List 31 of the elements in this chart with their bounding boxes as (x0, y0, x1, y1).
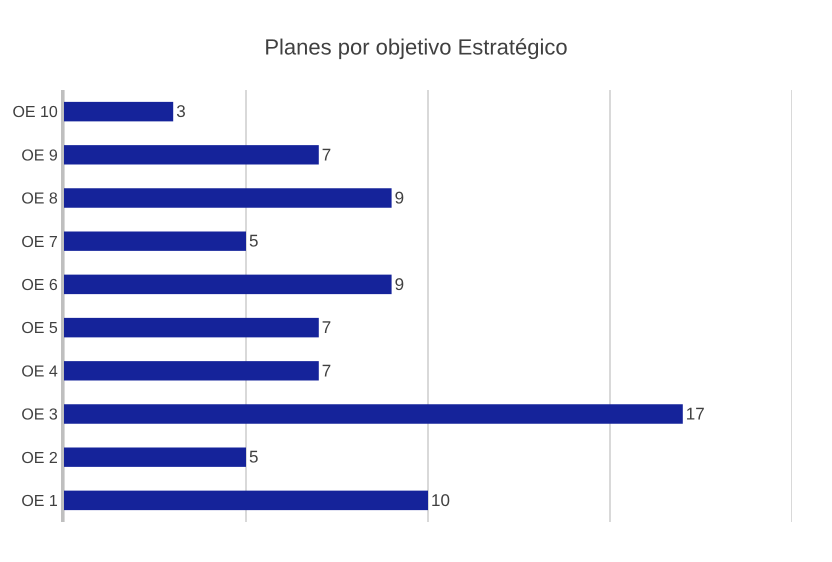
y-tick-label: OE 1 (21, 493, 58, 510)
data-label: 17 (686, 404, 705, 424)
data-label: 9 (394, 274, 404, 294)
y-tick-label: OE 8 (21, 190, 58, 208)
data-label: 7 (322, 145, 332, 164)
y-tick-label: OE 3 (21, 406, 58, 424)
data-label: 7 (322, 318, 332, 338)
data-label: 10 (431, 490, 450, 510)
bar (64, 361, 319, 381)
y-tick-label: OE 7 (21, 234, 58, 251)
data-label: 9 (394, 188, 404, 208)
y-tick-label: OE 5 (21, 320, 58, 338)
bar (64, 490, 428, 510)
bar (64, 188, 392, 208)
bar (64, 102, 174, 122)
y-tick-label: OE 9 (21, 147, 58, 164)
data-label: 5 (249, 232, 258, 251)
y-tick-label: OE 4 (21, 363, 58, 380)
data-label: 5 (249, 448, 258, 467)
y-tick-label: OE 10 (12, 104, 58, 122)
chart-title: Planes por objetivo Estratégico (264, 34, 568, 60)
bar (64, 447, 246, 467)
data-label: 7 (322, 361, 332, 380)
bar (64, 145, 319, 165)
bar (64, 318, 319, 338)
bar (64, 274, 392, 294)
bar (64, 404, 683, 424)
y-tick-label: OE 6 (21, 277, 58, 294)
bar (64, 231, 246, 251)
data-label: 3 (176, 102, 186, 122)
y-tick-label: OE 2 (21, 450, 58, 467)
